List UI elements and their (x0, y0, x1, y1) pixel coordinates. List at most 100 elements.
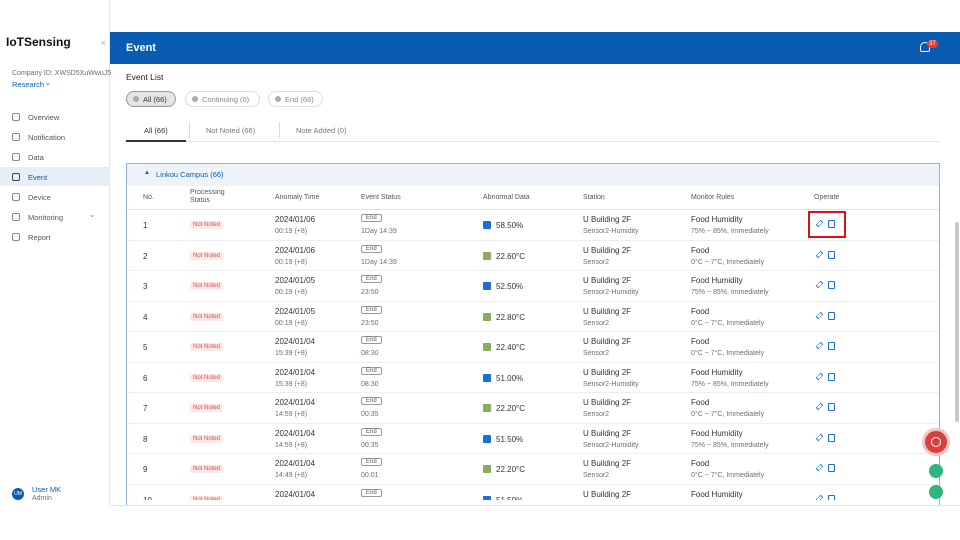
note-button[interactable] (828, 373, 835, 381)
station: U Building 2F (583, 246, 631, 255)
edit-button[interactable] (816, 372, 823, 379)
station: U Building 2F (583, 276, 631, 285)
tab[interactable]: Note Added (0) (296, 126, 346, 135)
abnormal-value: 22.40°C (496, 343, 525, 352)
menu-item[interactable]: Device (28, 193, 51, 202)
menu-item[interactable]: Data (28, 153, 44, 162)
highlight-box (808, 211, 846, 238)
edit-button[interactable] (816, 342, 823, 349)
event-duration: 1Day 14:39 (361, 228, 397, 235)
monitor-rule: Food (691, 246, 709, 255)
status-tag: Not Noted (190, 221, 223, 229)
station: U Building 2F (583, 368, 631, 377)
note-button[interactable] (828, 403, 835, 411)
tab-divider (189, 122, 190, 138)
scrollbar (955, 222, 959, 422)
menu-icon (12, 233, 20, 241)
scroll-bottom-fab[interactable] (929, 485, 943, 499)
rule-range: 0°C ~ 7°C, Immediately (691, 320, 764, 327)
abnormal-value: 22.20°C (496, 404, 525, 413)
tab[interactable]: All (66) (144, 126, 168, 135)
row-divider (127, 453, 939, 454)
rule-range: 0°C ~ 7°C, Immediately (691, 472, 764, 479)
row-divider (127, 240, 939, 241)
edit-button[interactable] (816, 250, 823, 257)
edit-button[interactable] (816, 433, 823, 440)
org-caret: ⌄ (45, 79, 51, 87)
note-button[interactable] (828, 312, 835, 320)
rule-range: 75% ~ 85%, Immediately (691, 228, 769, 235)
data-icon (483, 465, 491, 473)
org-select[interactable]: Research (12, 80, 44, 89)
filter-icon (133, 96, 139, 102)
status-tag: Not Noted (190, 313, 223, 321)
column-header: Monitor Rules (691, 194, 781, 202)
row-divider (127, 484, 939, 485)
data-icon (483, 282, 491, 290)
menu-item[interactable]: Notification (28, 133, 65, 142)
note-button[interactable] (828, 342, 835, 350)
row-no: 3 (143, 282, 147, 291)
event-duration: 00:01 (361, 472, 379, 479)
note-button[interactable] (828, 464, 835, 472)
row-no: 5 (143, 343, 147, 352)
station: U Building 2F (583, 490, 631, 499)
menu-item[interactable]: Event (28, 173, 47, 182)
group-bg (127, 164, 939, 186)
station: U Building 2F (583, 215, 631, 224)
tab[interactable]: Not Noted (66) (206, 126, 255, 135)
status-tag: Not Noted (190, 435, 223, 443)
anomaly-date: 2024/01/04 (275, 337, 315, 346)
note-button[interactable] (828, 495, 835, 501)
anomaly-time: 14:59 (+8) (275, 442, 307, 449)
menu-caret: ⌄ (89, 210, 96, 219)
menu-item[interactable]: Monitoring (28, 213, 63, 222)
menu-icon (12, 213, 20, 221)
monitor-rule: Food (691, 337, 709, 346)
rule-range: 75% ~ 85%, Immediately (691, 381, 769, 388)
data-icon (483, 221, 491, 229)
anomaly-time: 14:49 (+8) (275, 472, 307, 479)
data-icon (483, 374, 491, 382)
anomaly-date: 2024/01/06 (275, 215, 315, 224)
edit-button[interactable] (816, 311, 823, 318)
menu-icon (12, 153, 20, 161)
tab-divider (279, 122, 280, 138)
menu-icon (12, 133, 20, 141)
row-no: 1 (143, 221, 147, 230)
edit-button[interactable] (816, 281, 823, 288)
group-label[interactable]: Linkou Campus (66) (156, 170, 224, 179)
user-role: Admin (32, 495, 52, 502)
data-icon (483, 496, 491, 501)
monitor-rule: Food Humidity (691, 276, 743, 285)
status-tag: Not Noted (190, 496, 223, 501)
content-bottom-border (110, 505, 960, 506)
edit-button[interactable] (816, 494, 823, 500)
status-tag: Not Noted (190, 465, 223, 473)
rule-range: 0°C ~ 7°C, Immediately (691, 350, 764, 357)
sensor: Sensor2-Humidity (583, 381, 639, 388)
scroll-top-fab[interactable] (929, 464, 943, 478)
anomaly-date: 2024/01/04 (275, 398, 315, 407)
data-icon (483, 343, 491, 351)
row-divider (127, 423, 939, 424)
anomaly-date: 2024/01/04 (275, 459, 315, 468)
event-status: End (361, 336, 382, 344)
filter-label: End (66) (285, 95, 314, 104)
menu-item[interactable]: Report (28, 233, 51, 242)
event-status: End (361, 458, 382, 466)
row-divider (127, 331, 939, 332)
menu-item[interactable]: Overview (28, 113, 59, 122)
note-button[interactable] (828, 251, 835, 259)
edit-button[interactable] (816, 403, 823, 410)
anomaly-time: 00:19 (+8) (275, 320, 307, 327)
note-button[interactable] (828, 434, 835, 442)
anomaly-date: 2024/01/04 (275, 368, 315, 377)
avatar: UM (12, 488, 24, 500)
sensor: Sensor2 (583, 472, 609, 479)
status-tag: Not Noted (190, 404, 223, 412)
column-header: Abnormal Data (483, 194, 573, 202)
note-button[interactable] (828, 281, 835, 289)
collapse[interactable]: « (101, 38, 105, 47)
edit-button[interactable] (816, 464, 823, 471)
